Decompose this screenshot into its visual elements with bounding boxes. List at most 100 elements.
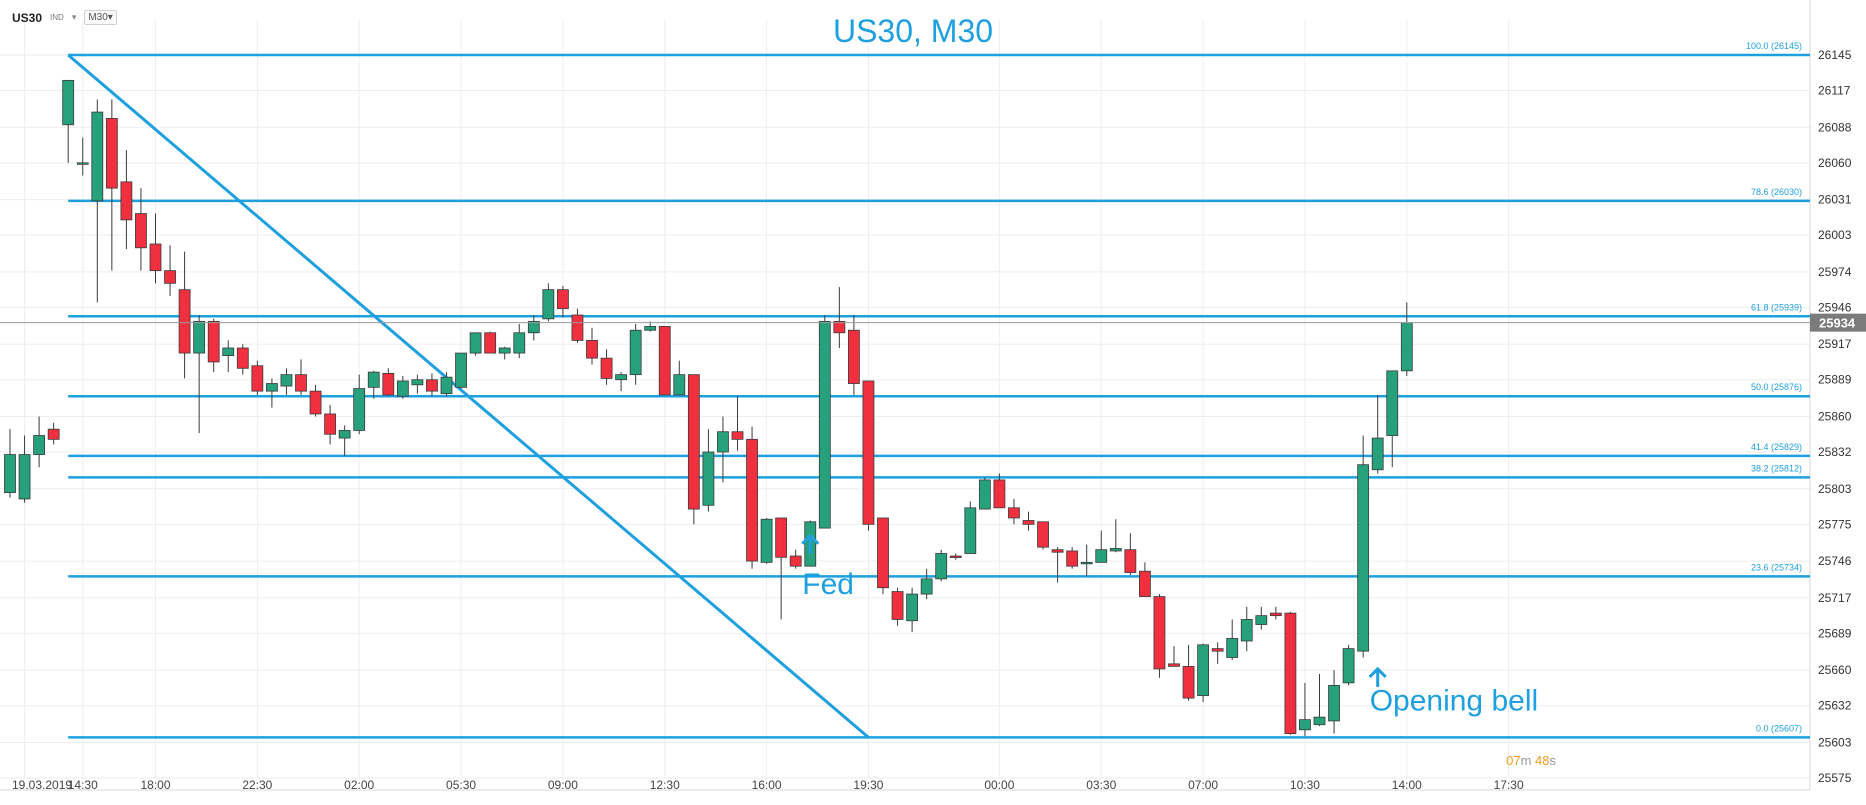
- annotation-label: Fed: [802, 568, 854, 601]
- price-tick-label: 25860: [1818, 410, 1852, 424]
- candle-body: [484, 332, 497, 354]
- candle-body: [222, 347, 235, 357]
- candle: [1255, 606, 1268, 630]
- candle: [557, 285, 569, 318]
- candle: [105, 99, 118, 271]
- time-tick-label: 16:00: [752, 778, 782, 792]
- candle-body: [906, 593, 918, 622]
- candle-body: [498, 347, 511, 354]
- chart-title: US30, M30: [833, 13, 993, 49]
- price-tick-label: 25832: [1818, 445, 1852, 459]
- timer-minutes-unit: m: [1520, 753, 1532, 768]
- fib-level-label: 41.4 (25829): [1751, 442, 1802, 452]
- candle: [1022, 511, 1035, 531]
- price-axis[interactable]: 26145 26117 26088 26060 26031 26003 25974 25946…: [1810, 48, 1866, 785]
- candle: [935, 549, 948, 582]
- candle-body: [105, 118, 118, 189]
- candle-body: [1400, 322, 1413, 372]
- candle-body: [746, 438, 758, 562]
- candle-body: [964, 507, 977, 554]
- candle-body: [1095, 549, 1108, 563]
- candle: [120, 150, 133, 250]
- price-tick-label: 25660: [1818, 663, 1852, 677]
- candle: [818, 315, 831, 529]
- time-tick-label: 18:00: [140, 778, 170, 792]
- trendline-segment[interactable]: [67, 53, 870, 739]
- current-price-label: 25934: [1819, 316, 1856, 331]
- fib-level-label: 100.0 (26145): [1746, 41, 1802, 51]
- timer-seconds: 48: [1535, 753, 1550, 768]
- candle-body: [775, 517, 788, 558]
- chevron-down-icon[interactable]: ▾: [71, 12, 77, 22]
- grid-lines: [0, 0, 1811, 791]
- candle-body: [62, 79, 75, 126]
- price-tick-label: 25717: [1818, 591, 1852, 605]
- candle: [1269, 606, 1282, 620]
- candle: [1197, 643, 1209, 702]
- candle: [324, 405, 337, 445]
- price-tick-label: 25946: [1818, 300, 1852, 314]
- candle-body: [1313, 716, 1326, 726]
- candle: [542, 283, 555, 322]
- candle-body: [295, 374, 307, 392]
- time-tick-label: 05:30: [446, 778, 476, 792]
- candle: [382, 368, 395, 397]
- price-tick-label: 25575: [1818, 771, 1852, 785]
- candle-body: [18, 454, 31, 500]
- arrow-up-icon: [1368, 666, 1387, 687]
- candle: [848, 315, 860, 395]
- candle-body: [324, 413, 337, 435]
- candle: [513, 323, 526, 359]
- candle-body: [1022, 520, 1035, 525]
- timeframe-select[interactable]: M30▾: [84, 10, 117, 25]
- candle: [600, 349, 613, 385]
- candle-body: [542, 289, 555, 320]
- market-label: IND: [50, 13, 64, 22]
- candle: [469, 332, 482, 356]
- candle-body: [673, 374, 686, 396]
- price-tick-label: 26117: [1818, 84, 1851, 98]
- candle-body: [1080, 561, 1093, 565]
- candle: [1299, 682, 1311, 737]
- candle-body: [513, 332, 526, 354]
- candle-body: [207, 320, 220, 363]
- candle: [1386, 370, 1399, 468]
- candle: [1051, 547, 1064, 583]
- annotations: Fed Opening bell: [801, 533, 1538, 718]
- candle: [280, 368, 293, 395]
- candle-body: [891, 591, 904, 620]
- candle-body: [91, 111, 104, 202]
- candle-body: [280, 374, 293, 387]
- candle-body: [76, 162, 89, 165]
- candle: [673, 360, 686, 396]
- annotation-label: Opening bell: [1370, 685, 1538, 718]
- symbol-label[interactable]: US30: [12, 10, 43, 25]
- candle-body: [862, 380, 875, 525]
- candle: [949, 553, 962, 560]
- candle-body: [47, 428, 60, 440]
- trendline[interactable]: [67, 53, 870, 739]
- price-tick-label: 26145: [1818, 48, 1852, 62]
- candle: [1037, 521, 1049, 550]
- candle-body: [1226, 638, 1239, 658]
- candle-body: [920, 578, 933, 595]
- annotation: Fed: [801, 533, 854, 601]
- candle: [891, 587, 904, 626]
- candle-body: [149, 243, 162, 272]
- candle-body: [251, 365, 264, 392]
- candle-body: [440, 376, 453, 395]
- candle: [571, 308, 584, 343]
- candle: [484, 331, 497, 354]
- candle: [47, 422, 60, 445]
- candle-body: [702, 451, 715, 506]
- candle-body: [833, 320, 846, 334]
- time-tick-label: 22:30: [242, 778, 272, 792]
- fib-level-label: 61.8 (25939): [1751, 302, 1802, 312]
- candle: [1240, 606, 1253, 652]
- candle-body: [731, 431, 744, 440]
- candle: [76, 137, 89, 176]
- candle-body: [848, 329, 860, 384]
- candle-body: [1342, 648, 1355, 684]
